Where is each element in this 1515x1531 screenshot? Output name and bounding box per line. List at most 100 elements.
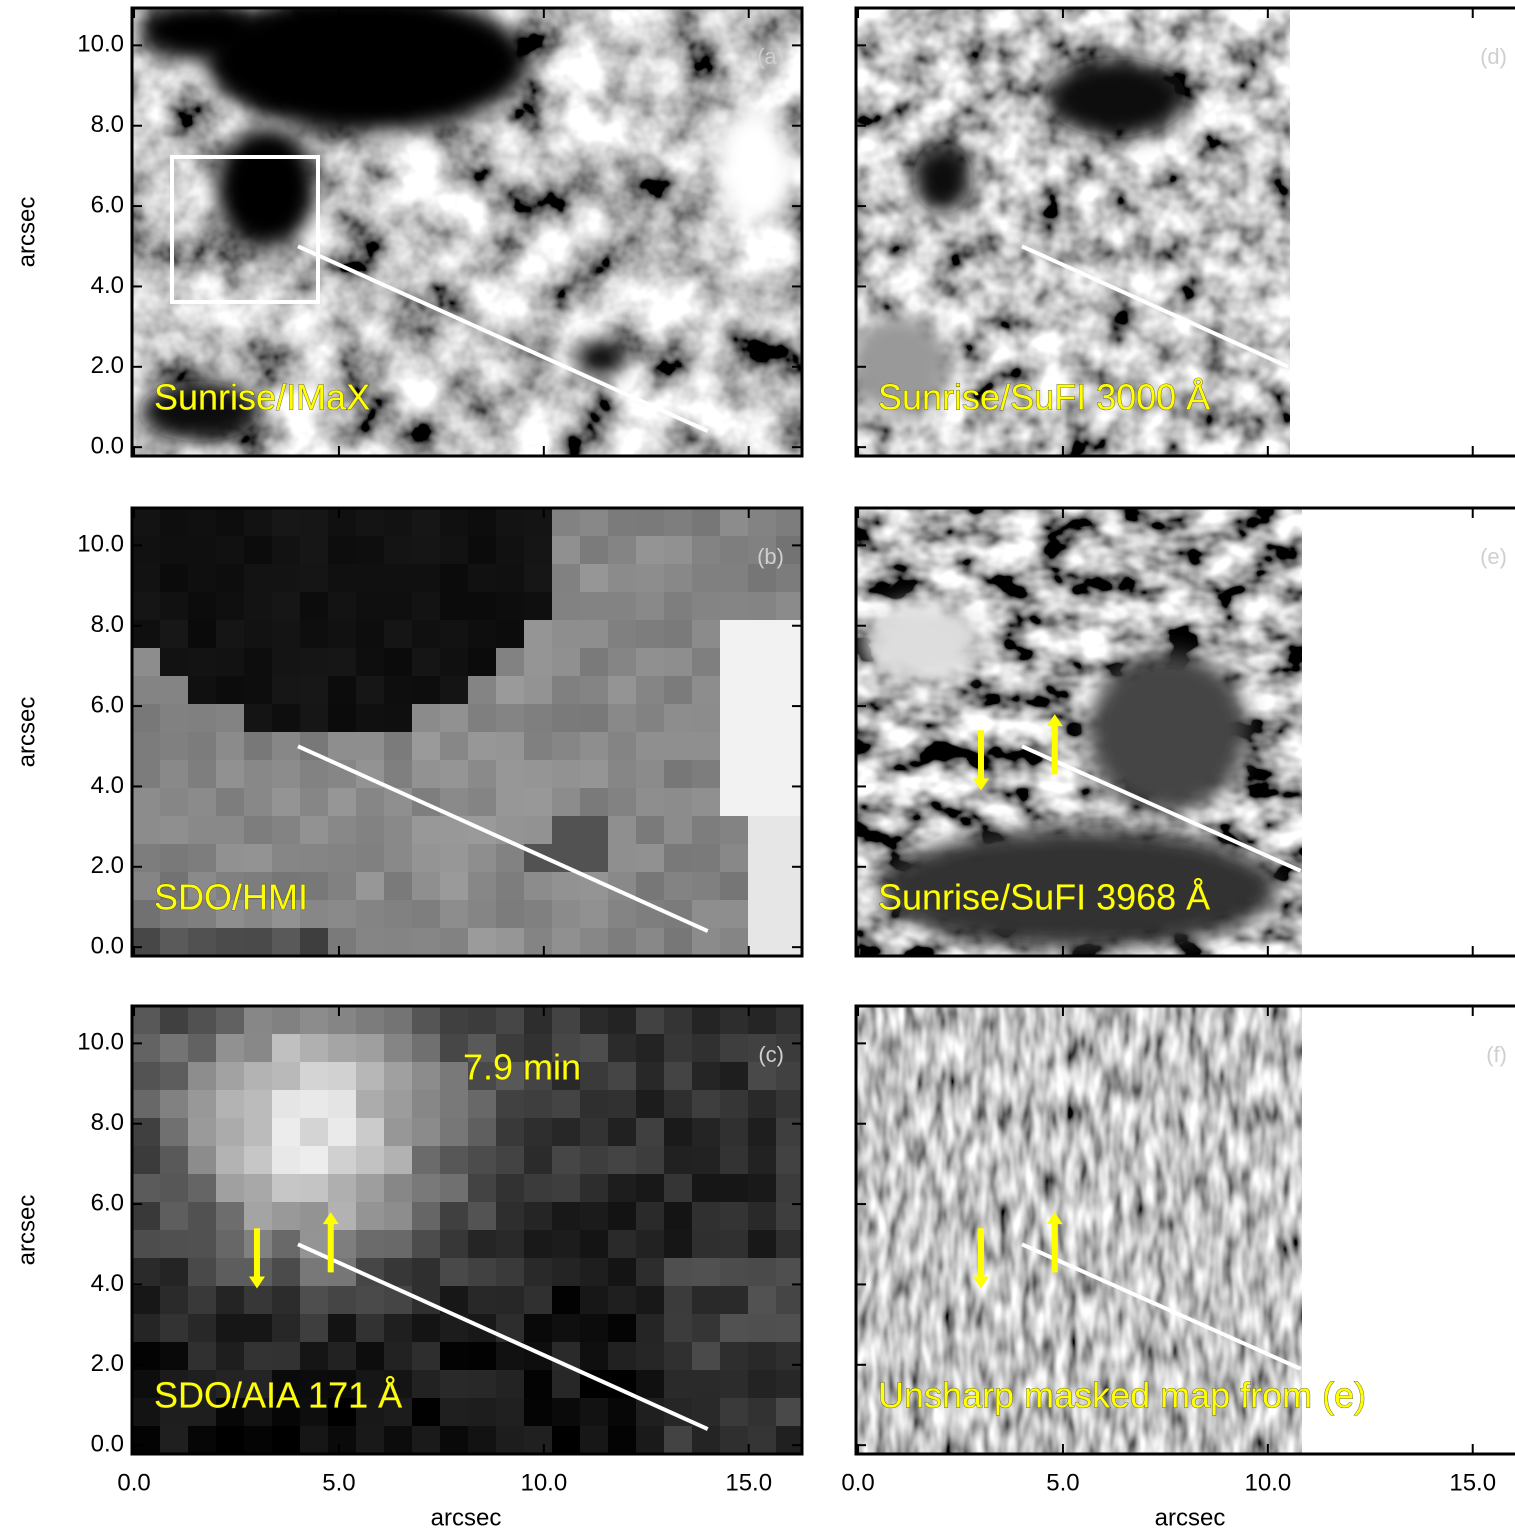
- image-pixel: [496, 1006, 525, 1035]
- image-pixel: [412, 620, 441, 649]
- y-tick-label: 0.0: [91, 933, 124, 960]
- image-pixel: [188, 844, 217, 873]
- image-pixel: [384, 648, 413, 677]
- image-pixel: [552, 536, 581, 565]
- x-tick-label: 5.0: [322, 1469, 355, 1496]
- image-pixel: [524, 788, 553, 817]
- image-pixel: [132, 1118, 161, 1147]
- image-pixel: [524, 760, 553, 789]
- image-pixel: [720, 648, 749, 677]
- image-pixel: [300, 508, 329, 537]
- image-pixel: [440, 704, 469, 733]
- image-pixel: [720, 1342, 749, 1371]
- panel: 0.05.010.015.0arcsec(f)Unsharp masked ma…: [841, 1006, 1515, 1531]
- image-pixel: [692, 1230, 721, 1259]
- image-pixel: [188, 508, 217, 537]
- image-pixel: [216, 732, 245, 761]
- image-pixel: [664, 872, 693, 901]
- image-pixel: [748, 844, 777, 873]
- image-pixel: [552, 592, 581, 621]
- image-pixel: [692, 508, 721, 537]
- image-pixel: [692, 676, 721, 705]
- image-pixel: [160, 732, 189, 761]
- image-pixel: [636, 1314, 665, 1343]
- image-pixel: [244, 620, 273, 649]
- image-pixel: [776, 1342, 805, 1371]
- image-pixel: [580, 844, 609, 873]
- image-pixel: [636, 844, 665, 873]
- image-pixel: [216, 788, 245, 817]
- image-pixel: [720, 1398, 749, 1427]
- image-pixel: [160, 760, 189, 789]
- y-tick-label: 4.0: [91, 272, 124, 299]
- image-pixel: [188, 1426, 217, 1455]
- image-pixel: [216, 704, 245, 733]
- image-pixel: [692, 788, 721, 817]
- image-feature: [576, 339, 626, 375]
- image-pixel: [720, 1034, 749, 1063]
- image-pixel: [552, 816, 581, 845]
- image-pixel: [412, 1174, 441, 1203]
- image-pixel: [664, 1118, 693, 1147]
- image-pixel: [440, 1426, 469, 1455]
- image-pixel: [132, 1006, 161, 1035]
- image-pixel: [356, 1146, 385, 1175]
- image-pixel: [160, 1258, 189, 1287]
- image-pixel: [636, 1146, 665, 1175]
- image-pixel: [216, 620, 245, 649]
- image-pixel: [664, 1230, 693, 1259]
- y-axis-label: arcsec: [13, 197, 40, 268]
- image-pixel: [384, 1146, 413, 1175]
- image-pixel: [692, 1146, 721, 1175]
- image-pixel: [384, 844, 413, 873]
- image-pixel: [664, 1006, 693, 1035]
- image-pixel: [384, 872, 413, 901]
- image-pixel: [664, 1202, 693, 1231]
- image-pixel: [664, 592, 693, 621]
- y-axis-label: arcsec: [13, 697, 40, 768]
- image-pixel: [748, 732, 777, 761]
- image-pixel: [608, 1426, 637, 1455]
- image-pixel: [692, 1286, 721, 1315]
- image-pixel: [776, 508, 805, 537]
- image-pixel: [384, 1034, 413, 1063]
- image-pixel: [272, 1314, 301, 1343]
- image-pixel: [496, 1426, 525, 1455]
- image-pixel: [552, 704, 581, 733]
- image-pixel: [300, 1146, 329, 1175]
- image-pixel: [412, 508, 441, 537]
- image-pixel: [552, 788, 581, 817]
- image-pixel: [328, 592, 357, 621]
- image-pixel: [524, 928, 553, 957]
- image-pixel: [608, 1146, 637, 1175]
- image-pixel: [244, 1118, 273, 1147]
- image-pixel: [216, 1118, 245, 1147]
- image-pixel: [272, 788, 301, 817]
- image-pixel: [328, 928, 357, 957]
- image-pixel: [552, 732, 581, 761]
- x-axis-label: arcsec: [1155, 1504, 1226, 1531]
- image-pixel: [356, 1062, 385, 1091]
- y-tick-label: 2.0: [91, 352, 124, 379]
- image-pixel: [748, 1286, 777, 1315]
- image-pixel: [580, 1230, 609, 1259]
- image-pixel: [132, 844, 161, 873]
- image-pixel: [440, 1006, 469, 1035]
- image-pixel: [636, 760, 665, 789]
- image-pixel: [160, 620, 189, 649]
- image-pixel: [328, 872, 357, 901]
- y-tick-label: 0.0: [91, 1431, 124, 1458]
- image-pixel: [776, 1090, 805, 1119]
- image-pixel: [664, 760, 693, 789]
- image-pixel: [468, 1006, 497, 1035]
- image-pixel: [776, 620, 805, 649]
- image-pixel: [692, 1174, 721, 1203]
- image-pixel: [720, 1286, 749, 1315]
- image-pixel: [244, 676, 273, 705]
- image-pixel: [160, 1174, 189, 1203]
- panel-annotation: Sunrise/IMaX: [154, 377, 370, 418]
- x-tick-label: 15.0: [725, 1469, 772, 1496]
- image-pixel: [216, 564, 245, 593]
- image-pixel: [552, 1398, 581, 1427]
- image-pixel: [216, 1034, 245, 1063]
